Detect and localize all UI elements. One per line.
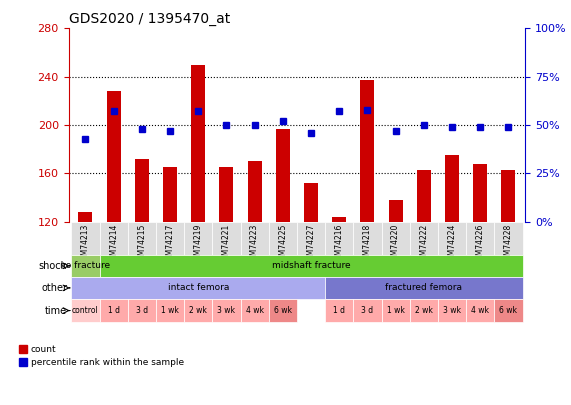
Bar xyxy=(78,212,93,222)
Bar xyxy=(135,159,149,222)
Text: GSM74213: GSM74213 xyxy=(81,223,90,265)
Text: GSM74226: GSM74226 xyxy=(476,223,485,265)
Text: GSM74224: GSM74224 xyxy=(448,223,456,265)
Bar xyxy=(107,91,120,222)
Text: GSM74215: GSM74215 xyxy=(138,223,146,265)
Bar xyxy=(325,277,522,299)
Text: intact femora: intact femora xyxy=(167,284,229,292)
Bar xyxy=(473,164,487,222)
Text: GSM74227: GSM74227 xyxy=(307,223,316,265)
Text: GSM74221: GSM74221 xyxy=(222,223,231,264)
Bar xyxy=(466,299,494,322)
Text: GSM74214: GSM74214 xyxy=(109,223,118,265)
Bar xyxy=(381,222,410,255)
Bar xyxy=(304,183,318,222)
Text: 4 wk: 4 wk xyxy=(471,306,489,315)
Bar xyxy=(71,299,99,322)
Text: 4 wk: 4 wk xyxy=(246,306,264,315)
Text: GSM74225: GSM74225 xyxy=(278,223,287,265)
Bar xyxy=(438,222,466,255)
Text: GSM74219: GSM74219 xyxy=(194,223,203,265)
Text: midshaft fracture: midshaft fracture xyxy=(272,261,351,270)
Bar xyxy=(156,299,184,322)
Text: GSM74228: GSM74228 xyxy=(504,223,513,264)
Bar xyxy=(360,80,375,222)
Bar xyxy=(332,217,346,222)
Bar xyxy=(163,167,177,222)
Text: 1 wk: 1 wk xyxy=(161,306,179,315)
Text: time: time xyxy=(45,305,67,315)
Bar xyxy=(99,299,128,322)
Bar xyxy=(128,299,156,322)
Bar xyxy=(501,170,516,222)
Text: GSM74218: GSM74218 xyxy=(363,223,372,264)
Text: 1 d: 1 d xyxy=(108,306,120,315)
Text: GDS2020 / 1395470_at: GDS2020 / 1395470_at xyxy=(69,12,230,26)
Bar xyxy=(269,222,297,255)
Text: 3 wk: 3 wk xyxy=(443,306,461,315)
Bar xyxy=(353,222,381,255)
Bar xyxy=(494,222,522,255)
Bar xyxy=(156,222,184,255)
Text: other: other xyxy=(41,283,67,293)
Text: 6 wk: 6 wk xyxy=(500,306,517,315)
Bar xyxy=(184,299,212,322)
Text: GSM74222: GSM74222 xyxy=(419,223,428,264)
Bar xyxy=(191,64,206,222)
Bar xyxy=(212,299,240,322)
Text: 3 wk: 3 wk xyxy=(218,306,235,315)
Text: 6 wk: 6 wk xyxy=(274,306,292,315)
Bar xyxy=(99,222,128,255)
Bar xyxy=(445,155,459,222)
Bar xyxy=(71,277,325,299)
Text: 2 wk: 2 wk xyxy=(190,306,207,315)
Text: 2 wk: 2 wk xyxy=(415,306,433,315)
Bar xyxy=(71,255,99,277)
Bar xyxy=(184,222,212,255)
Bar xyxy=(438,299,466,322)
Bar xyxy=(248,161,262,222)
Bar xyxy=(276,129,290,222)
Bar xyxy=(240,299,269,322)
Bar xyxy=(71,222,99,255)
Bar xyxy=(240,222,269,255)
Legend: count, percentile rank within the sample: count, percentile rank within the sample xyxy=(18,345,184,367)
Text: 1 wk: 1 wk xyxy=(387,306,404,315)
Bar xyxy=(297,222,325,255)
Text: no fracture: no fracture xyxy=(61,261,111,270)
Bar xyxy=(325,222,353,255)
Bar xyxy=(466,222,494,255)
Bar xyxy=(381,299,410,322)
Text: control: control xyxy=(72,306,99,315)
Text: GSM74216: GSM74216 xyxy=(335,223,344,265)
Text: 3 d: 3 d xyxy=(361,306,373,315)
Bar xyxy=(417,170,431,222)
Text: GSM74220: GSM74220 xyxy=(391,223,400,265)
Text: fractured femora: fractured femora xyxy=(385,284,463,292)
Text: GSM74217: GSM74217 xyxy=(166,223,175,265)
Bar xyxy=(325,299,353,322)
Bar xyxy=(410,222,438,255)
Bar xyxy=(212,222,240,255)
Text: GSM74223: GSM74223 xyxy=(250,223,259,265)
Text: shock: shock xyxy=(39,261,67,271)
Bar xyxy=(353,299,381,322)
Bar xyxy=(128,222,156,255)
Bar xyxy=(269,299,297,322)
Text: 1 d: 1 d xyxy=(333,306,345,315)
Text: 3 d: 3 d xyxy=(136,306,148,315)
Bar xyxy=(494,299,522,322)
Bar xyxy=(219,167,234,222)
Bar xyxy=(410,299,438,322)
Bar xyxy=(388,200,403,222)
